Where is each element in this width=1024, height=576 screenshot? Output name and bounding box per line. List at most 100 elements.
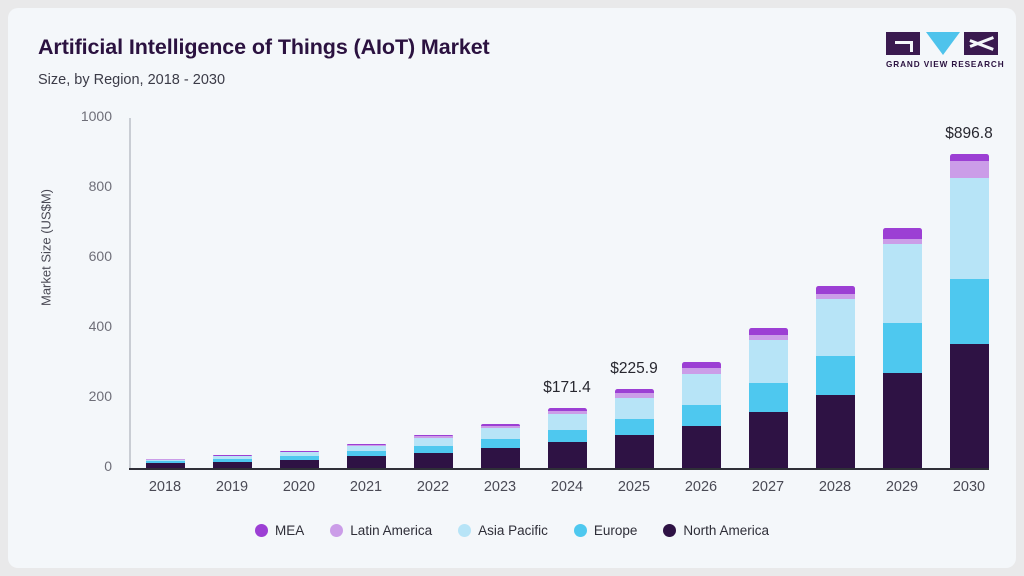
bar-segment-mea[interactable] [681, 362, 721, 369]
bar-segment-latin-america[interactable] [279, 451, 319, 453]
bar-segment-asia-pacific[interactable] [346, 445, 386, 452]
bar-segment-asia-pacific[interactable] [815, 299, 855, 356]
bar-segment-north-america[interactable] [748, 411, 788, 469]
bar-segment-asia-pacific[interactable] [145, 459, 185, 462]
table-row[interactable] [748, 327, 788, 469]
bar-segment-mea[interactable] [815, 286, 855, 295]
bar-segment-mea[interactable] [212, 455, 252, 456]
bar-segment-europe[interactable] [681, 404, 721, 426]
bar-segment-europe[interactable] [346, 451, 386, 457]
bar-segment-mea[interactable] [413, 434, 453, 437]
bar-segment-north-america[interactable] [949, 343, 989, 469]
bar-segment-north-america[interactable] [815, 395, 855, 469]
bar-segment-europe[interactable] [748, 383, 788, 412]
bar-segment-north-america[interactable] [614, 434, 654, 469]
bar-segment-asia-pacific[interactable] [614, 397, 654, 420]
bar-segment-mea[interactable] [614, 389, 654, 394]
y-axis-label: Market Size (US$M) [38, 188, 54, 307]
bar-segment-north-america[interactable] [212, 461, 252, 469]
legend-label: Latin America [350, 523, 433, 538]
bar-segment-latin-america[interactable] [949, 161, 989, 178]
bar-segment-north-america[interactable] [547, 441, 587, 469]
table-row[interactable] [547, 408, 587, 469]
bar-segment-asia-pacific[interactable] [413, 437, 453, 446]
bar-segment-north-america[interactable] [480, 448, 520, 469]
legend-swatch-icon [663, 524, 677, 537]
bar-segment-latin-america[interactable] [480, 425, 520, 429]
bar-segment-latin-america[interactable] [212, 455, 252, 457]
bar-segment-europe[interactable] [212, 458, 252, 462]
bar-segment-north-america[interactable] [346, 456, 386, 469]
bar-segment-latin-america[interactable] [547, 411, 587, 415]
bar-segment-north-america[interactable] [279, 459, 319, 469]
bar-segment-europe[interactable] [279, 455, 319, 460]
x-axis-tick-label: 2024 [550, 479, 584, 495]
table-row[interactable] [949, 154, 989, 469]
x-axis-tick-label: 2023 [483, 479, 517, 495]
table-row[interactable] [480, 424, 520, 469]
bar-segment-europe[interactable] [614, 419, 654, 435]
bar-segment-latin-america[interactable] [346, 444, 386, 446]
bar-segment-asia-pacific[interactable] [882, 243, 922, 323]
y-axis-tick-label: 200 [88, 388, 112, 405]
bar-segment-asia-pacific[interactable] [748, 340, 788, 384]
table-row[interactable] [681, 362, 721, 469]
bar-segment-asia-pacific[interactable] [480, 428, 520, 439]
table-row[interactable] [815, 286, 855, 469]
bar-segment-north-america[interactable] [413, 452, 453, 469]
bar-segment-mea[interactable] [279, 450, 319, 452]
x-axis-tick-label: 2026 [684, 479, 718, 495]
bar-segment-north-america[interactable] [882, 373, 922, 469]
bar-segment-europe[interactable] [145, 461, 185, 464]
bar-segment-latin-america[interactable] [614, 393, 654, 398]
chart-legend: MEA Latin America Asia Pacific Europe North … [8, 523, 1016, 538]
bar-segment-mea[interactable] [547, 408, 587, 412]
table-row[interactable] [614, 389, 654, 469]
table-row[interactable] [882, 228, 922, 469]
bar-segment-mea[interactable] [480, 424, 520, 426]
bar-segment-mea[interactable] [949, 154, 989, 162]
bar-segment-mea[interactable] [882, 228, 922, 240]
logo-g-bar [895, 41, 913, 44]
y-axis-tick-label: 800 [88, 178, 112, 195]
bar-segment-europe[interactable] [949, 279, 989, 344]
legend-label: Asia Pacific [478, 523, 548, 538]
bar-segment-asia-pacific[interactable] [279, 452, 319, 456]
bar-segment-asia-pacific[interactable] [547, 414, 587, 430]
y-axis-line [129, 118, 131, 469]
legend-item-latin-america[interactable]: Latin America [330, 523, 432, 538]
bar-segment-latin-america[interactable] [681, 368, 721, 375]
bar-segment-asia-pacific[interactable] [681, 374, 721, 405]
logo-g-stem [910, 41, 913, 52]
table-row[interactable] [145, 458, 185, 469]
bar-segment-latin-america[interactable] [748, 334, 788, 341]
page-title: Artificial Intelligence of Things (AIoT)… [38, 35, 490, 59]
bar-value-label: $171.4 [543, 379, 591, 397]
y-axis-ticks: 0 200 400 600 800 1000 [54, 8, 112, 568]
table-row[interactable] [212, 455, 252, 469]
bar-value-label: $225.9 [610, 360, 658, 378]
logo-letter-v-icon [926, 32, 960, 55]
bar-segment-asia-pacific[interactable] [949, 177, 989, 280]
bar-segment-europe[interactable] [480, 438, 520, 449]
legend-item-europe[interactable]: Europe [573, 523, 637, 538]
legend-item-north-america[interactable]: North America [663, 523, 769, 538]
bar-segment-north-america[interactable] [145, 463, 185, 469]
table-row[interactable] [413, 434, 453, 469]
bar-segment-europe[interactable] [413, 445, 453, 453]
table-row[interactable] [279, 450, 319, 469]
bar-segment-europe[interactable] [815, 355, 855, 396]
legend-item-asia-pacific[interactable]: Asia Pacific [458, 523, 548, 538]
bar-segment-latin-america[interactable] [882, 239, 922, 244]
bar-segment-mea[interactable] [346, 443, 386, 445]
legend-item-mea[interactable]: MEA [255, 523, 304, 538]
bar-segment-latin-america[interactable] [815, 294, 855, 300]
bar-segment-north-america[interactable] [681, 425, 721, 469]
legend-swatch-icon [330, 524, 344, 537]
bar-segment-europe[interactable] [882, 322, 922, 374]
bar-segment-latin-america[interactable] [413, 436, 453, 438]
bar-segment-asia-pacific[interactable] [212, 456, 252, 459]
bar-segment-europe[interactable] [547, 429, 587, 442]
table-row[interactable] [346, 443, 386, 469]
bar-segment-mea[interactable] [748, 327, 788, 335]
